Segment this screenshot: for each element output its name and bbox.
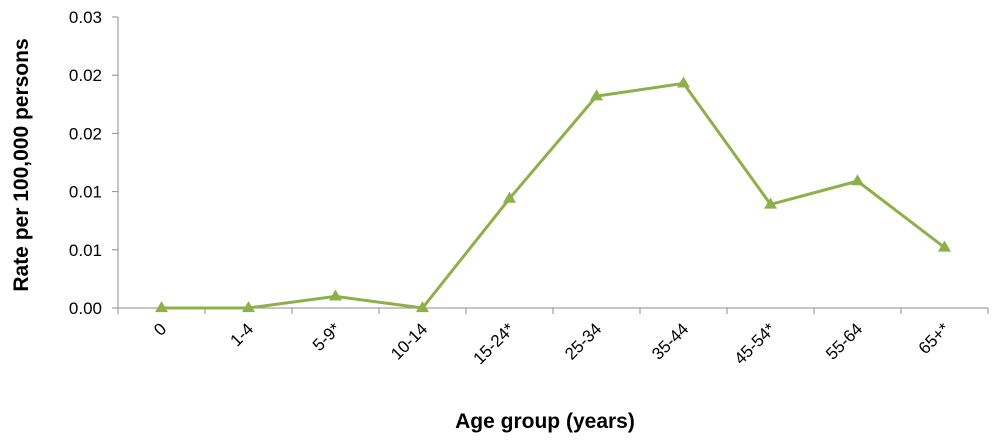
y-axis-title: Rate per 100,000 persons: [10, 38, 33, 291]
series: [155, 76, 951, 313]
x-tick-label: 45-54*: [730, 319, 779, 368]
x-axis-title: Age group (years): [455, 410, 635, 433]
data-point: [851, 174, 864, 186]
x-tick-label: 55-64: [822, 319, 866, 363]
y-axis: 0.00 0.01 0.01 0.02 0.02 0.03: [69, 8, 119, 318]
x-tick-label: 65+*: [915, 319, 954, 358]
y-tick-label: 0.02: [69, 66, 102, 85]
data-point: [242, 301, 255, 313]
x-tick-label: 35-44: [648, 319, 692, 363]
data-point: [938, 240, 951, 252]
data-point: [764, 197, 777, 209]
x-tick-label: 10-14: [387, 319, 431, 363]
y-tick-label: 0.01: [69, 183, 102, 202]
x-tick-label: 1-4: [227, 319, 258, 350]
x-axis: 0 1-4 5-9* 10-14 15-24* 25-34 35-44 45-54* 55-64…: [117, 307, 989, 368]
y-tick-label: 0.01: [69, 241, 102, 260]
x-tick-label: 5-9*: [309, 319, 345, 355]
data-point: [677, 76, 690, 88]
data-point: [155, 301, 168, 313]
series-line: [161, 81, 946, 310]
x-tick-label: 25-34: [561, 319, 605, 363]
x-tick-label: 15-24*: [469, 319, 518, 368]
y-tick-label: 0.00: [69, 299, 102, 318]
data-point: [329, 289, 342, 301]
y-tick-label: 0.02: [69, 124, 102, 143]
x-tick-label: 0: [150, 319, 170, 339]
data-point: [416, 301, 429, 313]
data-point: [503, 191, 516, 203]
y-tick-label: 0.03: [69, 8, 102, 27]
data-point: [590, 89, 603, 101]
